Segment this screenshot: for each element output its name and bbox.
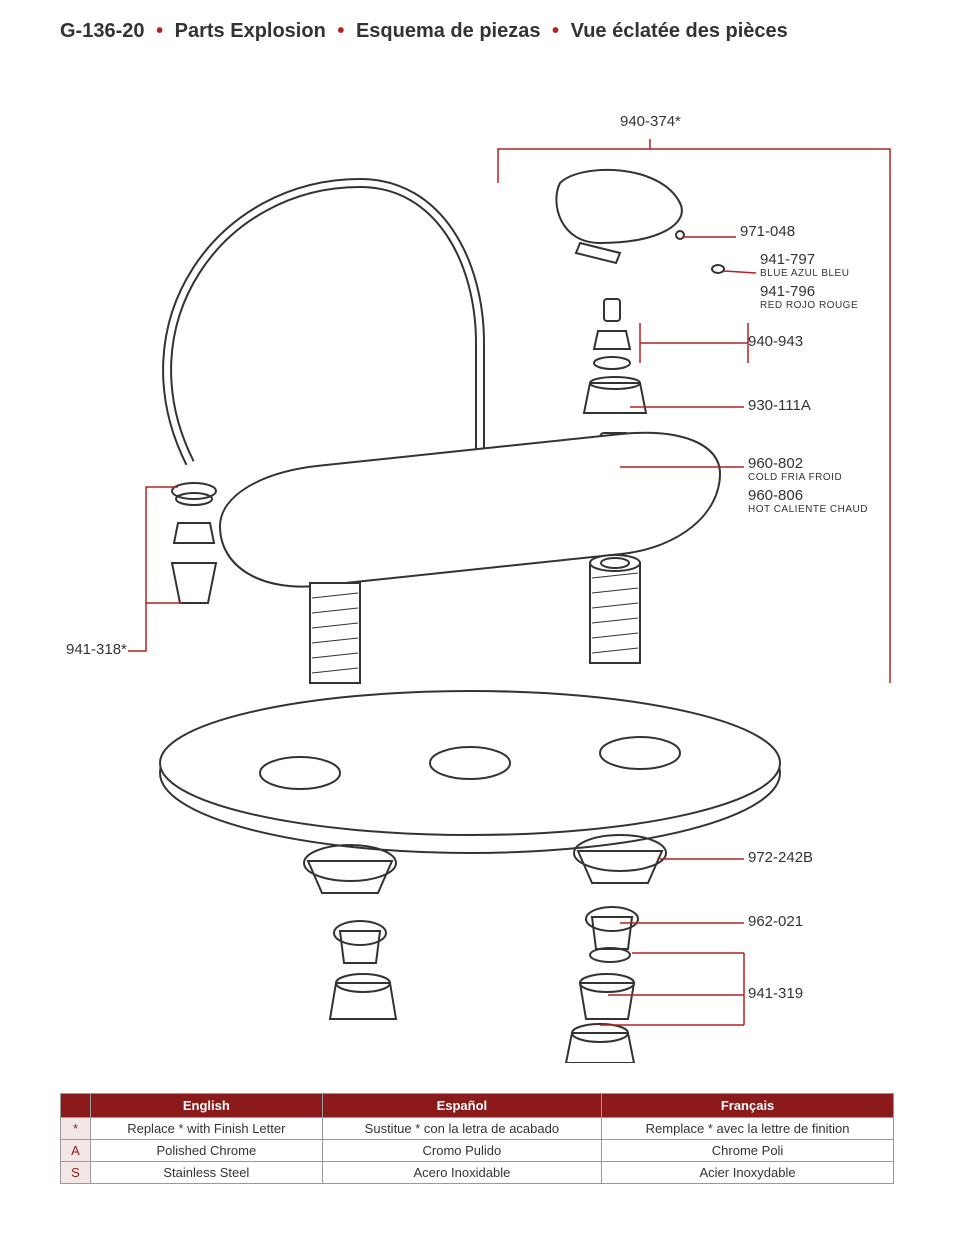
label-962-021: 962-021 [748, 913, 803, 930]
exploded-diagram: 940-374* 971-048 941-797 BLUE AZUL BLEU … [60, 63, 894, 1063]
part-number: 941-796 [760, 283, 815, 300]
bullet-icon: • [156, 20, 163, 42]
table-header-row: English Español Français [61, 1094, 894, 1118]
part-number: 941-797 [760, 251, 815, 268]
part-number: 941-318* [66, 641, 127, 658]
cell-es: Acero Inoxidable [322, 1162, 601, 1184]
label-940-374: 940-374* [620, 113, 681, 130]
label-940-943: 940-943 [748, 333, 803, 350]
col-code [61, 1094, 91, 1118]
col-english: English [91, 1094, 323, 1118]
bullet-icon: • [552, 20, 559, 42]
part-number: 972-242B [748, 849, 813, 866]
cell-en: Replace * with Finish Letter [91, 1118, 323, 1140]
cell-fr: Remplace * avec la lettre de finition [602, 1118, 894, 1140]
part-number: 960-806 [748, 487, 803, 504]
part-number: 941-319 [748, 985, 803, 1002]
label-941-319: 941-319 [748, 985, 803, 1002]
cell-es: Cromo Pulido [322, 1140, 601, 1162]
model-code: G-136-20 [60, 20, 145, 42]
finish-code: * [61, 1118, 91, 1140]
label-960-806: 960-806 HOT CALIENTE CHAUD [748, 487, 868, 515]
cell-es: Sustitue * con la letra de acabado [322, 1118, 601, 1140]
table-row: A Polished Chrome Cromo Pulido Chrome Po… [61, 1140, 894, 1162]
table-row: * Replace * with Finish Letter Sustitue … [61, 1118, 894, 1140]
finish-legend-table: English Español Français * Replace * wit… [60, 1093, 894, 1184]
part-desc: BLUE AZUL BLEU [760, 268, 849, 279]
label-941-797: 941-797 BLUE AZUL BLEU [760, 251, 849, 279]
cell-en: Stainless Steel [91, 1162, 323, 1184]
part-number: 940-374* [620, 113, 681, 130]
page-title: G-136-20 • Parts Explosion • Esquema de … [60, 20, 894, 43]
label-930-111a: 930-111A [748, 397, 811, 414]
part-number: 930-111A [748, 397, 811, 414]
bullet-icon: • [337, 20, 344, 42]
title-en: Parts Explosion [175, 20, 326, 42]
finish-code: A [61, 1140, 91, 1162]
label-971-048: 971-048 [740, 223, 795, 240]
part-desc: COLD FRIA FROID [748, 472, 842, 483]
part-number: 940-943 [748, 333, 803, 350]
cell-en: Polished Chrome [91, 1140, 323, 1162]
title-fr: Vue éclatée des pièces [571, 20, 788, 42]
part-number: 971-048 [740, 223, 795, 240]
label-960-802: 960-802 COLD FRIA FROID [748, 455, 842, 483]
label-941-318: 941-318* [66, 641, 127, 658]
finish-code: S [61, 1162, 91, 1184]
col-espanol: Español [322, 1094, 601, 1118]
label-972-242b: 972-242B [748, 849, 813, 866]
cell-fr: Acier Inoxydable [602, 1162, 894, 1184]
table-row: S Stainless Steel Acero Inoxidable Acier… [61, 1162, 894, 1184]
part-desc: RED ROJO ROUGE [760, 300, 858, 311]
label-941-796: 941-796 RED ROJO ROUGE [760, 283, 858, 311]
col-francais: Français [602, 1094, 894, 1118]
title-es: Esquema de piezas [356, 20, 541, 42]
part-number: 960-802 [748, 455, 803, 472]
part-number: 962-021 [748, 913, 803, 930]
part-desc: HOT CALIENTE CHAUD [748, 504, 868, 515]
cell-fr: Chrome Poli [602, 1140, 894, 1162]
